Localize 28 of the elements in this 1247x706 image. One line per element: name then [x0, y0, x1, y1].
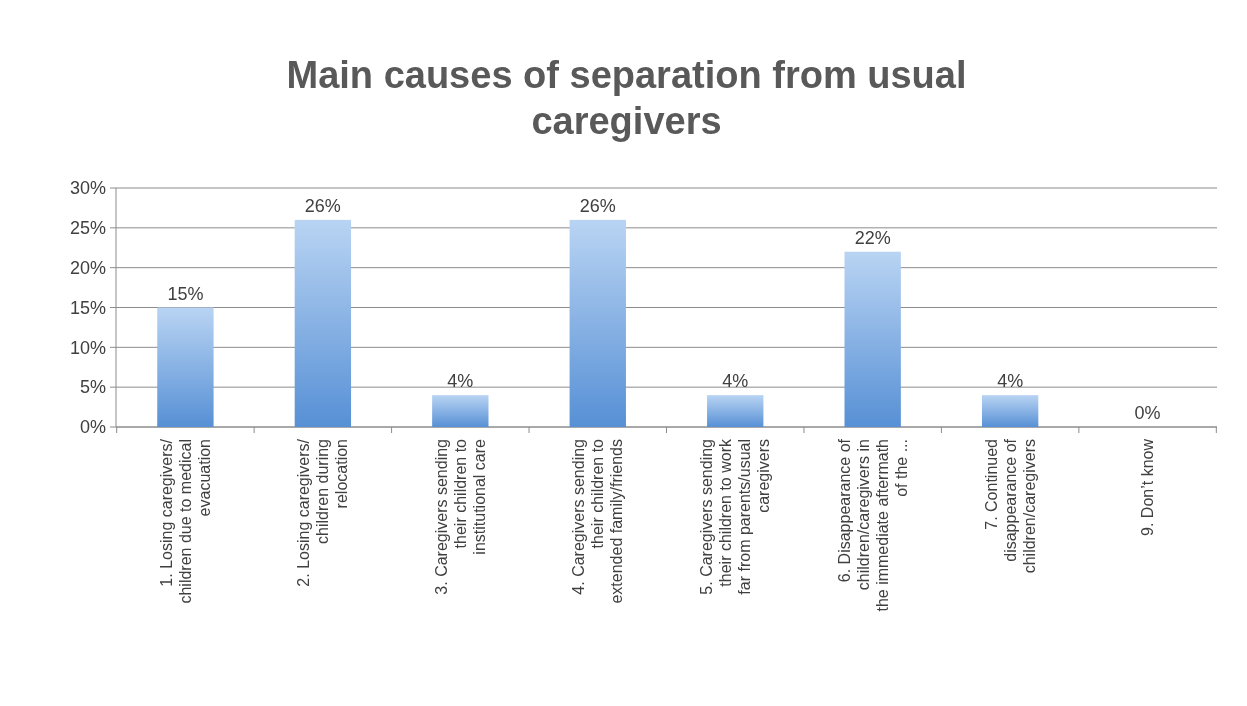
- bar: [569, 219, 626, 427]
- data-label: 26%: [304, 195, 341, 216]
- bar: [844, 251, 901, 427]
- data-label: 26%: [579, 195, 616, 216]
- bar: [707, 395, 764, 427]
- x-tick-label: 6. Disappearance of children/caregivers in the immediate aftermath of the ...: [835, 438, 910, 612]
- y-tick-label: 20%: [69, 257, 106, 278]
- x-tick-label: 5. Caregivers sending their children to work far from parents/usual caregivers: [698, 438, 773, 595]
- data-label: 4%: [997, 371, 1024, 392]
- bar: [981, 395, 1039, 427]
- chart-title: Main causes of separation from usual caregivers: [286, 54, 967, 142]
- data-label: 4%: [722, 371, 749, 392]
- y-tick-label: 10%: [69, 337, 106, 358]
- bar: [157, 307, 214, 427]
- y-tick-label: 0%: [79, 417, 106, 438]
- y-tick-label: 15%: [69, 297, 106, 318]
- x-tick-label: 9. Don’t know: [1139, 438, 1157, 536]
- data-label: 4%: [447, 371, 474, 392]
- data-label: 0%: [1134, 403, 1161, 423]
- x-tick-label: 2. Losing caregivers/ children during relocation: [295, 438, 351, 587]
- data-label: 22%: [854, 227, 891, 248]
- x-tick-label: 1. Losing caregivers/ children due to medical evacuation: [158, 438, 214, 604]
- bar: [294, 219, 352, 427]
- y-tick-label: 5%: [79, 377, 106, 398]
- y-tick-label: 30%: [69, 178, 106, 199]
- data-label: 15%: [167, 283, 204, 304]
- bar: [432, 395, 489, 427]
- y-tick-label: 25%: [69, 218, 106, 239]
